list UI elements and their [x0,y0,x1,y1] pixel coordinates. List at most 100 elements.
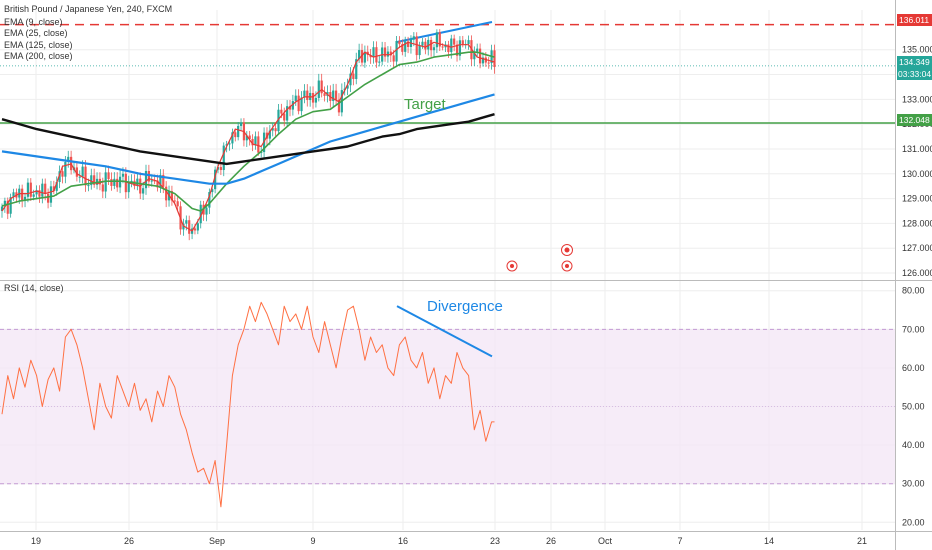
candle [214,166,217,194]
candle [363,45,366,68]
candle [415,32,418,61]
rsi-line [1,301,495,508]
candle [406,36,410,54]
candle [136,172,139,191]
candle [127,175,130,199]
candle [222,142,225,177]
candle [231,128,234,150]
candle [84,160,87,192]
candle [372,41,375,64]
candle [274,122,277,136]
event-marker-icon[interactable] [561,244,573,272]
candle [288,100,292,117]
divergence-annotation: Divergence [427,298,503,315]
candle [487,57,490,69]
candle [251,134,254,152]
candle [493,44,496,74]
rsi-tick-label: 40.00 [902,440,925,450]
candle [311,86,315,109]
x-tick-label: 19 [31,536,41,546]
candle [124,167,127,199]
candle [130,174,133,188]
candle [478,43,482,69]
candle [234,128,237,142]
candle [87,178,90,192]
legend-ema-25: EMA (25, close) [4,28,68,38]
chart-title: British Pound / Japanese Yen, 240, FXCM [4,4,172,14]
rsi-tick-label: 30.00 [902,479,925,489]
countdown-label: 03:33:04 [898,69,931,79]
candle [473,46,476,66]
candle [395,35,398,68]
rsi-tick-label: 60.00 [902,363,925,373]
candle [378,55,381,67]
legend-ema-125: EMA (125, close) [4,40,73,50]
candle [294,89,297,106]
candle [421,38,424,49]
candle [476,43,479,58]
candle [334,83,338,105]
x-tick-label: 9 [310,536,315,546]
candle [188,215,191,241]
candle [55,176,58,196]
rsi-tick-label: 20.00 [902,517,925,527]
candle [144,164,148,195]
ema-200-line [1,113,495,166]
candle [26,178,30,203]
candle [453,34,456,52]
price-tag-resistance [897,14,932,26]
candle [49,180,53,207]
x-tick-label: 23 [490,536,500,546]
legend-ema-9: EMA (9, close) [4,17,63,27]
candle [291,94,294,116]
candle [41,178,44,204]
candle [21,184,24,208]
candle [392,50,395,68]
candle [300,91,303,116]
candle [9,193,12,218]
event-marker-icon[interactable] [506,260,518,272]
candle [375,41,378,68]
candle [12,188,15,201]
candle [404,36,407,57]
x-tick-label: 26 [546,536,556,546]
candle [239,118,243,131]
x-tick-label: 21 [857,536,867,546]
candle [355,52,358,85]
price-tick-label: 126.000 [902,268,932,278]
candle [78,170,81,183]
candle [435,29,438,54]
candle [156,174,159,192]
candle [170,185,174,206]
candle [46,188,50,209]
candle [337,93,341,116]
candle [461,35,464,48]
price-label-resistance: 136.011 [899,15,929,25]
candle [159,169,162,193]
candle [349,67,352,92]
candle [58,165,61,189]
candle [245,131,248,147]
candle [346,78,349,95]
ema-lines [1,41,495,232]
price-tag-last [897,56,932,68]
candle [303,84,306,104]
rsi-divergence-line[interactable] [396,305,493,358]
price-tag-target [897,114,932,126]
candle [257,131,260,156]
x-tick-label: Sep [209,536,225,546]
price-tick-label: 128.000 [902,218,932,228]
price-tick-label: 133.000 [902,94,932,104]
ema-25-line [1,51,495,212]
candle [38,185,41,203]
candle [297,89,300,115]
rsi-tick-label: 50.00 [902,402,925,412]
x-tick-label: 26 [124,536,134,546]
rsi-tick-label: 70.00 [902,324,925,334]
rsi-tick-label: 80.00 [902,286,925,296]
overlays [0,21,895,485]
candle [93,168,96,188]
price-label-last: 134.349 [899,57,930,67]
candle [418,41,421,60]
